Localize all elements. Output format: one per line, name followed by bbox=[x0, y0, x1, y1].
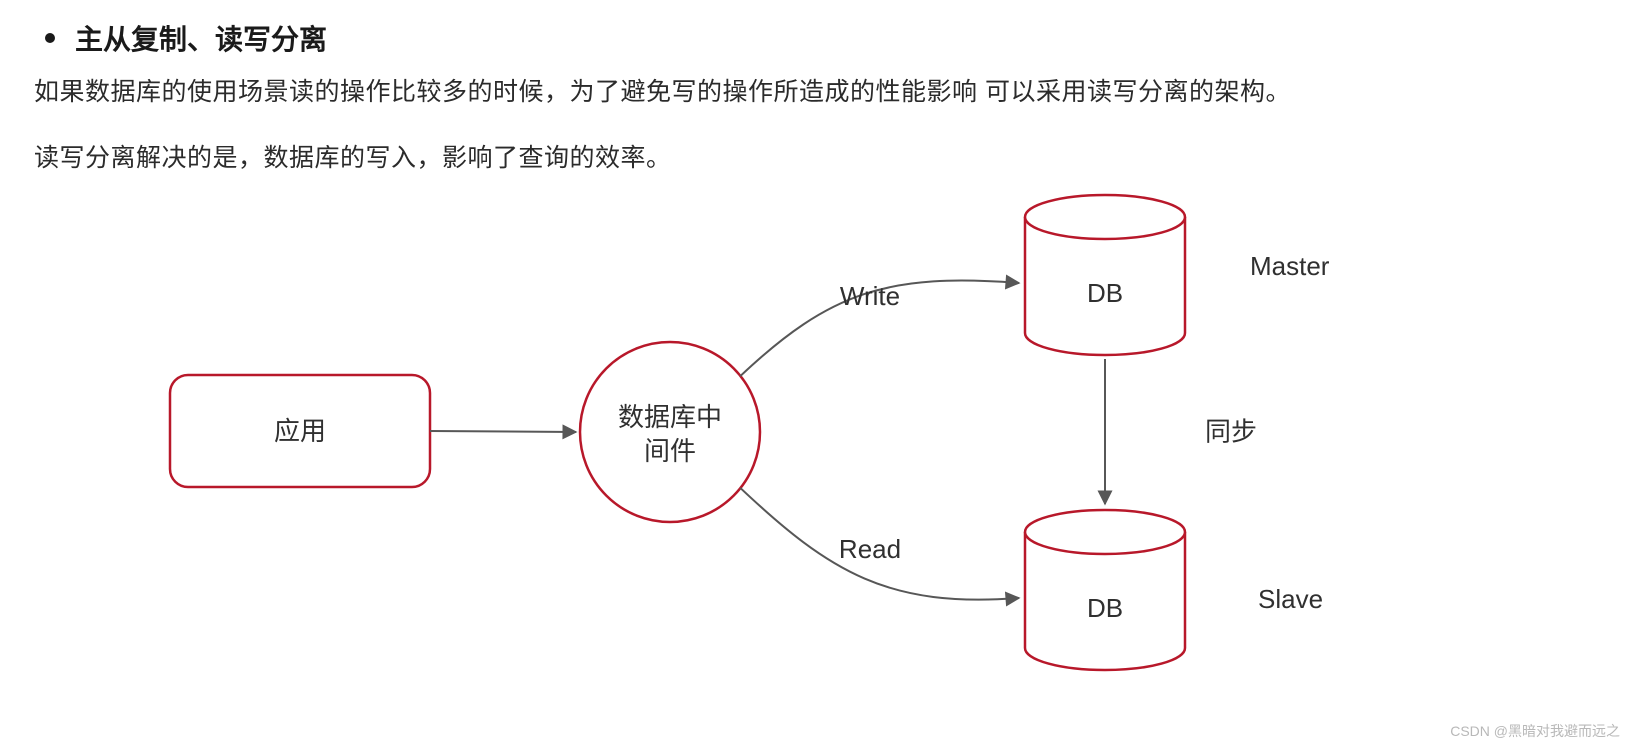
edge-app-to-middleware bbox=[430, 431, 576, 432]
node-middleware bbox=[580, 342, 760, 522]
node-slave-db-label: DB bbox=[1087, 593, 1123, 623]
node-slave-db bbox=[1025, 510, 1185, 670]
edge-label-sync: 同步 bbox=[1205, 417, 1257, 447]
annotation-slave: Slave bbox=[1258, 584, 1323, 614]
architecture-diagram: 应用 数据库中 间件 DB DB Write Read 同步 Master Sl… bbox=[0, 0, 1628, 747]
edge-label-read: Read bbox=[839, 534, 901, 564]
annotation-master: Master bbox=[1250, 251, 1330, 281]
node-master-db bbox=[1025, 195, 1185, 355]
watermark: CSDN @黑暗对我避而远之 bbox=[1450, 721, 1620, 741]
node-master-db-label: DB bbox=[1087, 278, 1123, 308]
node-middleware-label-2: 间件 bbox=[644, 436, 696, 466]
node-middleware-label-1: 数据库中 bbox=[618, 402, 722, 432]
edge-label-write: Write bbox=[840, 281, 900, 311]
node-app-label: 应用 bbox=[274, 416, 326, 446]
